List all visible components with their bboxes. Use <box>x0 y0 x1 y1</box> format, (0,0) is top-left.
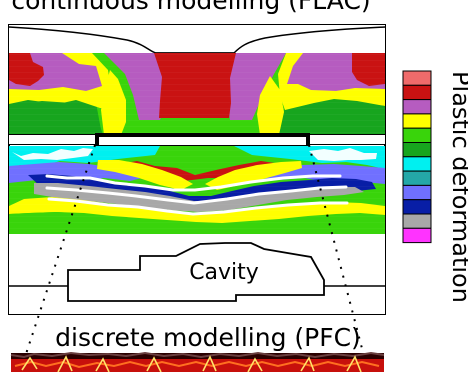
left-projection-line <box>23 144 96 361</box>
pfc-strip <box>10 351 385 372</box>
upper-texture <box>9 53 385 135</box>
legend-swatch <box>402 99 432 115</box>
legend-swatches <box>402 70 432 244</box>
cavity-label: Cavity <box>189 260 259 285</box>
legend-swatch <box>402 142 432 158</box>
cavity-shape <box>67 242 325 302</box>
legend-swatch <box>402 127 432 143</box>
right-projection-line <box>308 144 366 361</box>
legend-swatch <box>402 70 432 86</box>
legend-swatch <box>402 199 432 215</box>
top-title: continuous modelling (FLAC) <box>11 0 370 15</box>
legend-swatch <box>402 113 432 129</box>
bottom-title: discrete modelling (PFC) <box>55 323 361 352</box>
plastic-deformation-legend: Plastic deformation <box>402 70 468 303</box>
pfc-yellow-fractures <box>21 355 362 372</box>
zoom-window <box>95 133 310 149</box>
legend-swatch <box>402 184 432 201</box>
legend-title: Plastic deformation <box>447 71 468 303</box>
cavity-region: Cavity <box>9 234 385 314</box>
top-overburden <box>8 25 386 54</box>
flac-deformation-upper <box>9 53 385 135</box>
pfc-orange-line <box>14 360 380 369</box>
flac-deformation-lower <box>9 146 385 234</box>
pfc-gray-surface <box>10 351 385 359</box>
legend-swatch <box>402 170 432 186</box>
legend-swatch <box>402 156 432 172</box>
legend-swatch <box>402 213 432 229</box>
legend-swatch <box>402 227 432 244</box>
legend-swatch <box>402 84 432 101</box>
lower-texture <box>9 146 385 234</box>
